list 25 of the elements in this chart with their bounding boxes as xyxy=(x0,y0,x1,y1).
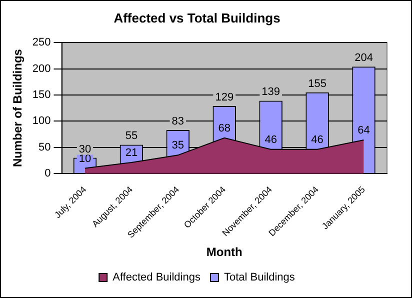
data-label: 155 xyxy=(308,78,326,90)
data-label: 10 xyxy=(78,152,92,165)
legend-label: Affected Buildings xyxy=(112,272,201,284)
data-label: 46 xyxy=(264,134,277,146)
data-label: 21 xyxy=(125,147,138,160)
data-label: 139 xyxy=(262,86,280,98)
data-label: 68 xyxy=(218,122,230,134)
y-tick-label: 0 xyxy=(44,168,51,180)
data-label: 46 xyxy=(311,134,324,146)
y-axis-title: Number of Buildings xyxy=(10,48,25,168)
data-label: 204 xyxy=(354,52,373,64)
y-tick-label: 150 xyxy=(32,88,51,101)
x-axis-title: Month xyxy=(206,245,242,260)
data-label: 129 xyxy=(215,91,234,104)
legend-label: Total Buildings xyxy=(224,272,296,284)
y-tick-label: 200 xyxy=(32,62,51,75)
data-label: 83 xyxy=(172,116,184,128)
data-label: 55 xyxy=(125,130,138,142)
data-label: 35 xyxy=(172,140,184,152)
y-tick-label: 50 xyxy=(38,141,51,154)
data-label: 30 xyxy=(78,143,92,156)
data-label: 64 xyxy=(358,124,370,137)
chart-title: Affected vs Total Buildings xyxy=(114,10,280,26)
y-tick-label: 250 xyxy=(32,36,51,49)
y-tick-label: 100 xyxy=(32,115,51,128)
